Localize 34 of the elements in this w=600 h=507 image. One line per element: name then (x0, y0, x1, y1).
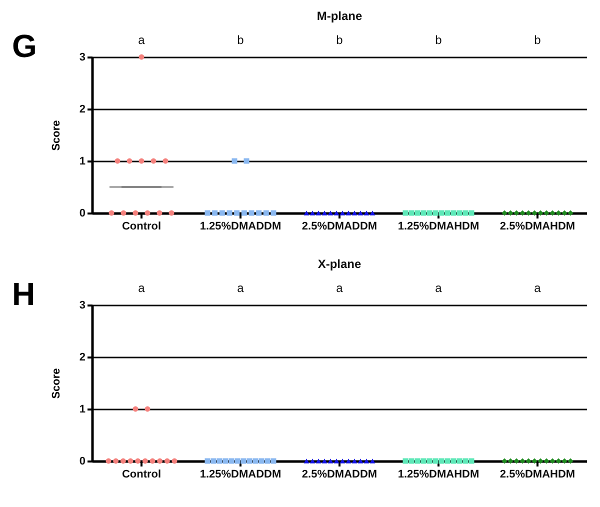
chart-title: X-plane (318, 257, 362, 271)
text: a (336, 281, 344, 295)
chart-title: M-plane (316, 9, 362, 23)
x-tick-label: 1.25%DMAHDM (398, 468, 480, 480)
text: b (435, 33, 442, 47)
y-tick-label: 3 (79, 52, 86, 64)
x-tick-label: Control (122, 220, 162, 232)
y-tick-label: 0 (79, 456, 86, 468)
x-tick-label: 2.5%DMADDM (302, 220, 378, 232)
y-tick-label: 3 (79, 300, 86, 312)
text: a (138, 281, 146, 295)
text: a (138, 33, 146, 47)
x-tick-label: 1.25%DMADDM (200, 220, 282, 232)
text: a (435, 281, 442, 295)
text: a (534, 281, 542, 295)
text: b (237, 33, 244, 47)
y-tick-label: 2 (79, 352, 86, 364)
y-tick-label: 0 (79, 208, 86, 220)
x-tick-label: 2.5%DMAHDM (500, 220, 576, 232)
text: b (336, 33, 344, 47)
text: a (237, 281, 244, 295)
x-tick-label: 2.5%DMADDM (302, 468, 378, 480)
text: G (12, 28, 37, 64)
y-axis-title: Score (50, 368, 62, 399)
text: H (12, 276, 36, 312)
x-tick-label: 1.25%DMADDM (200, 468, 282, 480)
text: b (534, 33, 542, 47)
x-tick-label: 1.25%DMAHDM (398, 220, 480, 232)
y-axis-title: Score (50, 120, 62, 151)
x-tick-label: 2.5%DMAHDM (500, 468, 576, 480)
y-tick-label: 1 (79, 156, 86, 168)
y-tick-label: 2 (79, 104, 86, 116)
x-tick-label: Control (122, 468, 162, 480)
y-tick-label: 1 (79, 404, 86, 416)
